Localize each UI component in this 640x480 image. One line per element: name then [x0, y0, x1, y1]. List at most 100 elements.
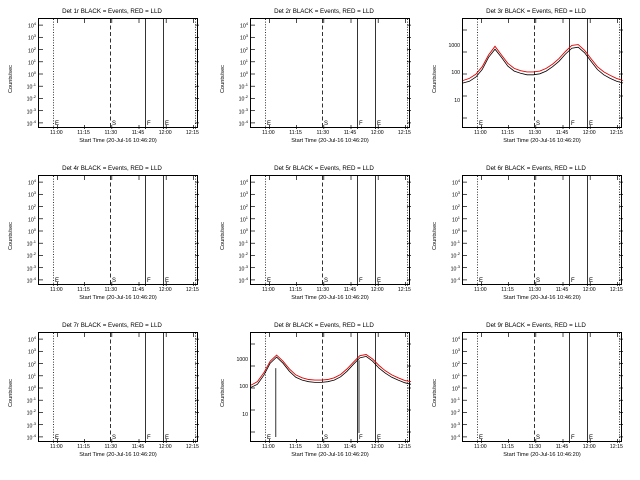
y-tick-label: 101	[27, 57, 36, 67]
y-tick-label: 100	[27, 70, 36, 79]
x-tick-label: 11:00	[262, 287, 275, 293]
x-tick-label: 11:45	[343, 287, 357, 293]
x-tick-label: 12:00	[582, 130, 596, 136]
x-tick-label: 12:00	[370, 287, 384, 293]
y-tick-label: 10-1	[26, 396, 36, 405]
x-tick-label: 11:15	[501, 287, 514, 293]
x-tick-label: 11:15	[77, 130, 90, 136]
panel-title-det9: Det 9r BLACK = Events, RED = LLD	[486, 322, 586, 329]
marker-label-s-1: S	[324, 121, 328, 127]
y-tick-label: 104	[451, 178, 460, 187]
y-tick-label: 10-4	[26, 432, 36, 442]
x-tick-label: 11:00	[50, 130, 63, 136]
y-tick-label: 101	[451, 371, 460, 381]
x-axis-label-det8: Start Time (20-Jul-16 10:46:20)	[291, 452, 369, 458]
y-tick-label: 103	[239, 33, 248, 43]
x-tick-label: 11:00	[474, 444, 487, 450]
y-tick-label: 10-4	[450, 432, 460, 442]
panel-det8: Det 8r BLACK = Events, RED = LLD Counts/s…	[214, 322, 420, 466]
series-det8-lld	[250, 354, 412, 386]
marker-label-e-0: E	[267, 121, 271, 127]
panel-title-det5: Det 5r BLACK = Events, RED = LLD	[274, 165, 374, 172]
x-tick-label: 11:00	[474, 287, 487, 293]
marker-label-e-3: E	[165, 278, 169, 284]
y-tick-label: 10-2	[26, 408, 36, 418]
x-tick-label: 11:30	[104, 130, 118, 136]
y-tick-label: 10-1	[26, 82, 36, 91]
panel-det9: Det 9r BLACK = Events, RED = LLD Counts/s…	[426, 322, 632, 466]
y-tick-label: 100	[451, 70, 460, 76]
x-tick-label: 11:00	[474, 130, 487, 136]
y-tick-label: 104	[451, 335, 460, 344]
marker-label-e-3: E	[165, 121, 169, 127]
marker-label-e-0: E	[267, 278, 271, 284]
series-det3-events	[462, 46, 624, 84]
y-tick-label: 10-2	[238, 251, 248, 261]
x-tick-label: 12:15	[185, 287, 199, 293]
x-tick-label: 12:15	[609, 287, 623, 293]
marker-label-f-2: F	[359, 435, 363, 441]
x-axis-label-det2: Start Time (20-Jul-16 10:46:20)	[291, 138, 369, 144]
y-tick-label: 100	[239, 384, 248, 390]
x-axis-label-det5: Start Time (20-Jul-16 10:46:20)	[291, 295, 369, 301]
x-tick-label: 12:15	[397, 130, 411, 136]
y-tick-label: 102	[451, 359, 460, 369]
panel-det6: Det 6r BLACK = Events, RED = LLD Counts/s…	[426, 165, 632, 309]
x-tick-label: 11:15	[289, 444, 302, 450]
y-tick-label: 101	[27, 371, 36, 381]
marker-label-s-1: S	[112, 121, 116, 127]
y-tick-label: 104	[27, 21, 36, 30]
y-tick-label: 10-1	[238, 82, 248, 91]
panel-det3: Det 3r BLACK = Events, RED = LLD Counts/s…	[426, 8, 632, 152]
marker-label-f-2: F	[571, 121, 575, 127]
marker-label-e-0: E	[479, 121, 483, 127]
marker-label-f-2: F	[147, 121, 151, 127]
x-tick-label: 11:15	[501, 444, 514, 450]
marker-label-s-1: S	[112, 278, 116, 284]
marker-label-s-1: S	[324, 278, 328, 284]
y-tick-label: 102	[27, 202, 36, 212]
marker-label-e-3: E	[589, 435, 593, 441]
panel-title-det8: Det 8r BLACK = Events, RED = LLD	[274, 322, 374, 329]
marker-label-f-2: F	[147, 435, 151, 441]
y-tick-label: 10-3	[450, 420, 460, 430]
y-tick-label: 10-4	[26, 118, 36, 128]
x-axis-label-det9: Start Time (20-Jul-16 10:46:20)	[503, 452, 581, 458]
marker-label-e-3: E	[377, 435, 381, 441]
y-tick-label: 103	[27, 190, 36, 200]
marker-label-e-3: E	[589, 278, 593, 284]
y-tick-label: 104	[239, 178, 248, 187]
x-tick-label: 11:45	[131, 287, 145, 293]
panel-title-det1: Det 1r BLACK = Events, RED = LLD	[62, 8, 162, 15]
y-tick-label: 10-2	[26, 251, 36, 261]
y-tick-label: 10-3	[26, 106, 36, 116]
y-tick-label: 100	[239, 70, 248, 79]
marker-label-e-3: E	[165, 435, 169, 441]
y-tick-label: 10-1	[450, 396, 460, 405]
panel-title-det4: Det 4r BLACK = Events, RED = LLD	[62, 165, 162, 172]
marker-label-f-2: F	[571, 278, 575, 284]
x-tick-label: 11:45	[555, 130, 569, 136]
x-tick-label: 11:30	[316, 130, 330, 136]
y-tick-label: 104	[27, 178, 36, 187]
panel-det1: Det 1r BLACK = Events, RED = LLD Counts/s…	[2, 8, 208, 152]
x-tick-label: 12:15	[185, 130, 199, 136]
marker-label-e-0: E	[267, 435, 271, 441]
x-tick-label: 11:45	[343, 444, 357, 450]
x-tick-label: 11:00	[50, 444, 63, 450]
y-tick-label: 10-3	[238, 263, 248, 273]
y-tick-label: 10-4	[26, 275, 36, 285]
series-det3-lld	[462, 44, 624, 81]
x-tick-label: 12:15	[185, 444, 199, 450]
y-tick-label: 100	[27, 384, 36, 393]
marker-label-s-1: S	[536, 435, 540, 441]
